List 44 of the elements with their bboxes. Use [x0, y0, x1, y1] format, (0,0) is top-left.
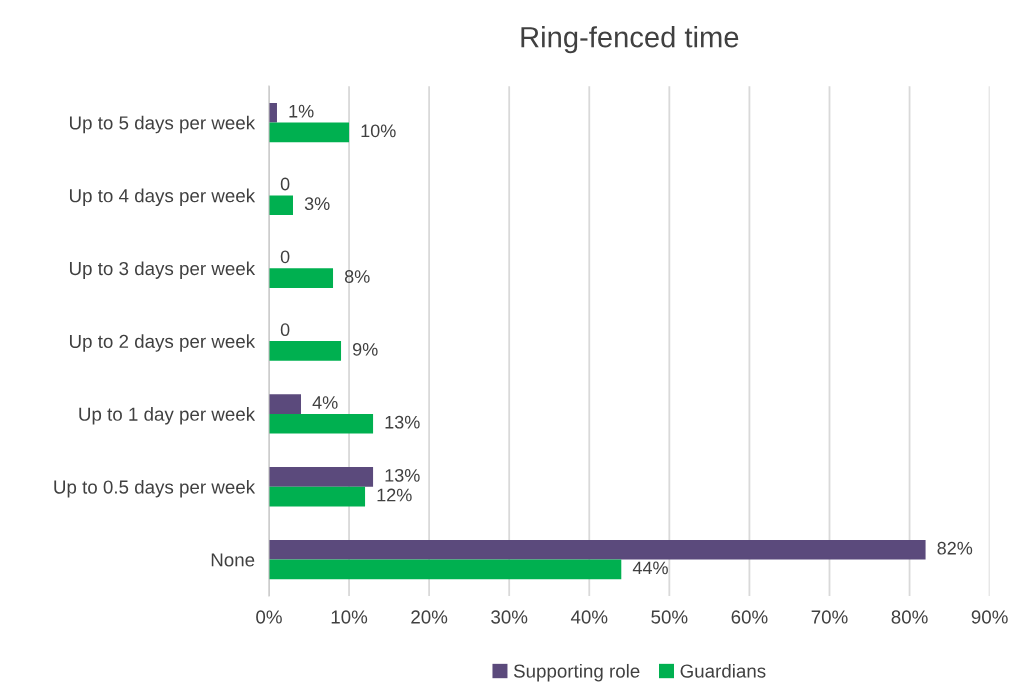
x-tick-label: 20% [411, 610, 448, 624]
legend-label: Supporting role [513, 663, 640, 682]
x-tick-label: 30% [491, 610, 528, 624]
data-label: 10% [361, 124, 396, 138]
bar [268, 559, 622, 580]
y-tick-label: Up to 4 days per week [69, 188, 256, 207]
x-tick-label: 90% [971, 610, 1008, 624]
data-label: 4% [312, 396, 338, 409]
y-tick-label: Up to 3 days per week [69, 261, 256, 279]
bar [268, 341, 342, 361]
chart-title: Ring-fenced time [521, 26, 739, 54]
data-label: 8% [344, 270, 370, 283]
x-tick-label: 60% [731, 610, 768, 624]
legend-label: Guardians [680, 663, 766, 678]
y-tick-label: Up to 1 day per week [79, 407, 256, 425]
bar [268, 268, 334, 288]
x-tick-label: 70% [811, 610, 848, 624]
data-label: 9% [353, 342, 378, 356]
bar [268, 413, 374, 434]
bar [268, 122, 350, 143]
data-label: 1% [289, 104, 314, 118]
data-label: 12% [377, 488, 412, 502]
bar [268, 394, 301, 414]
y-tick-label: Up to 2 days per week [69, 334, 256, 352]
x-tick-label: 40% [570, 610, 608, 624]
data-label: 0 [280, 323, 290, 337]
bar [268, 467, 374, 487]
x-tick-label: 50% [651, 610, 688, 624]
y-tick-label: Up to 0.5 days per week [54, 479, 256, 498]
x-tick-label: 10% [331, 610, 368, 624]
data-label: 82% [937, 541, 973, 555]
data-label: 0 [280, 177, 290, 191]
data-label: 44% [632, 561, 668, 575]
bar [268, 539, 926, 560]
y-tick-label: None [211, 553, 255, 567]
data-label: 13% [385, 415, 420, 429]
bar [268, 486, 366, 507]
data-label: 0 [280, 250, 290, 264]
x-tick-label: 80% [891, 610, 928, 624]
bar [268, 195, 293, 216]
x-tick-label: 0% [256, 610, 282, 624]
y-tick-label: Up to 5 days per week [69, 115, 256, 134]
data-label: 13% [385, 468, 420, 482]
data-label: 3% [304, 197, 330, 211]
